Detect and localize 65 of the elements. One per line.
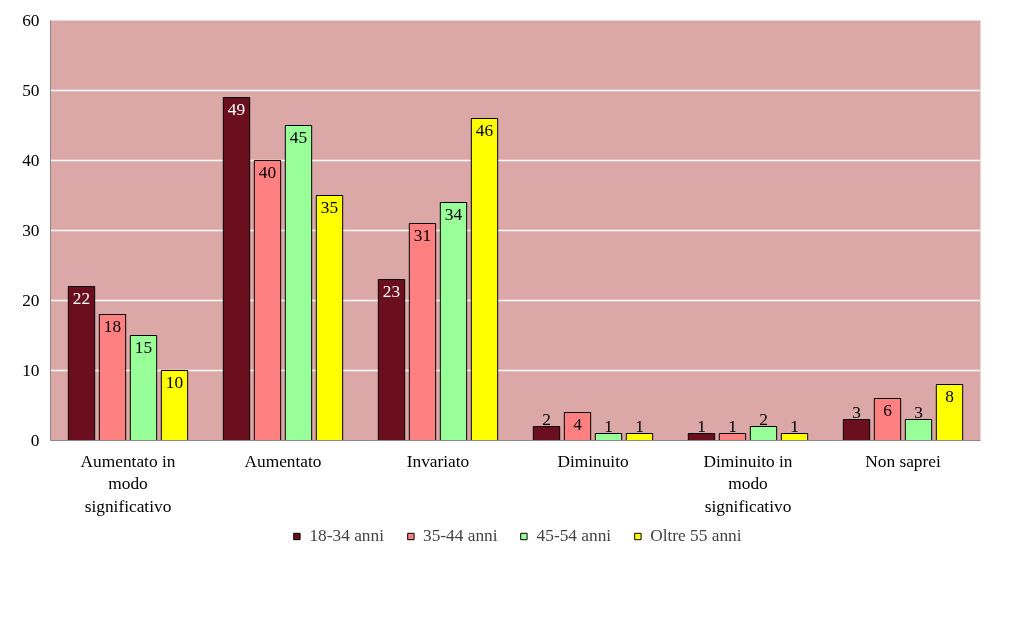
bar <box>687 433 716 441</box>
x-tick-label: Aumentato <box>244 451 322 471</box>
y-tick-label: 0 <box>30 431 40 450</box>
data-label: 1 <box>697 416 706 436</box>
y-tick-label: 50 <box>22 81 40 100</box>
data-label: 46 <box>475 120 494 140</box>
bar <box>718 433 747 441</box>
x-tick-label: Invariato <box>406 451 470 471</box>
bar <box>780 433 809 441</box>
data-label: 1 <box>604 416 613 436</box>
data-label: 31 <box>413 225 432 245</box>
data-label: 34 <box>444 204 463 224</box>
bar <box>222 97 251 441</box>
y-tick-label: 10 <box>22 361 40 380</box>
legend-label: 45-54 anni <box>536 526 612 546</box>
data-label: 49 <box>227 99 246 119</box>
bar <box>470 118 499 441</box>
y-tick-label: 60 <box>22 11 40 30</box>
bar <box>935 384 964 441</box>
y-tick-label: 20 <box>22 291 40 310</box>
x-tick-label: Non saprei <box>865 451 941 471</box>
data-label: 22 <box>72 288 91 308</box>
data-label: 1 <box>635 416 644 436</box>
bar <box>253 160 282 441</box>
bar <box>842 419 871 441</box>
bar <box>749 426 778 441</box>
data-label: 4 <box>573 414 583 434</box>
bar <box>904 419 933 441</box>
x-tick-label: Diminuito in modo significativo <box>703 451 793 517</box>
bar <box>408 223 437 441</box>
bar <box>873 398 902 441</box>
bar <box>98 314 127 441</box>
data-label: 23 <box>382 281 401 301</box>
y-tick-label: 40 <box>22 151 40 170</box>
data-label: 2 <box>542 409 551 429</box>
data-label: 15 <box>134 337 153 357</box>
data-label: 40 <box>258 162 277 182</box>
data-label: 18 <box>103 316 122 336</box>
bar <box>67 286 96 441</box>
bar <box>377 279 406 441</box>
data-label: 3 <box>852 402 861 422</box>
legend-label: 18-34 anni <box>309 526 384 546</box>
data-label: 6 <box>883 400 893 420</box>
x-tick-label: Aumentato in modo significativo <box>80 451 176 517</box>
data-label: 10 <box>165 372 184 392</box>
data-label: 35 <box>320 197 339 217</box>
data-label: 2 <box>759 409 768 429</box>
data-label: 1 <box>790 416 799 436</box>
bar <box>625 433 654 441</box>
data-label: 3 <box>914 402 923 422</box>
data-label: 8 <box>945 386 954 406</box>
bar <box>129 335 158 441</box>
bar <box>284 125 313 441</box>
y-tick-label: 30 <box>22 221 40 240</box>
legend-label: Oltre 55 anni <box>650 526 742 546</box>
data-label: 45 <box>289 127 308 147</box>
bar <box>563 412 592 441</box>
bar <box>315 195 344 441</box>
legend-label: 35-44 anni <box>422 526 498 546</box>
bar <box>532 426 561 441</box>
bar <box>594 433 623 441</box>
bar <box>439 202 468 441</box>
x-tick-label: Diminuito <box>557 451 629 471</box>
bar <box>160 370 189 441</box>
data-label: 1 <box>728 416 737 436</box>
